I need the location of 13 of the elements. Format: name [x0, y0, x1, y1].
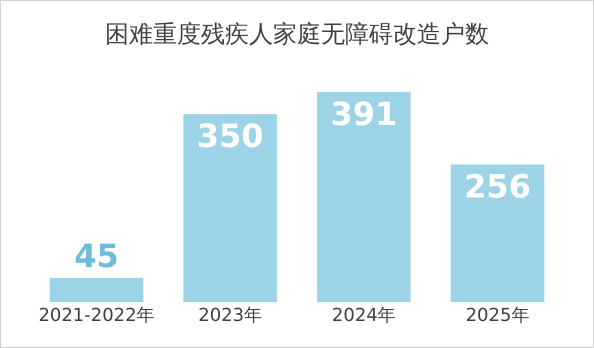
- x-tick-label: 2021-2022年: [38, 305, 155, 326]
- bar: [450, 164, 544, 302]
- data-label: 391: [330, 95, 398, 134]
- bar: [317, 92, 411, 302]
- bar: [183, 114, 277, 302]
- x-tick-label: 2024年: [332, 305, 396, 326]
- chart-title: 困难重度残疾人家庭无障碍改造户数: [105, 20, 489, 48]
- data-label: 350: [196, 117, 264, 156]
- data-label: 256: [464, 168, 531, 206]
- x-tick-label: 2023年: [198, 305, 262, 326]
- data-label: 45: [74, 236, 119, 275]
- bar: [50, 278, 144, 302]
- x-tick-label: 2025年: [466, 305, 530, 326]
